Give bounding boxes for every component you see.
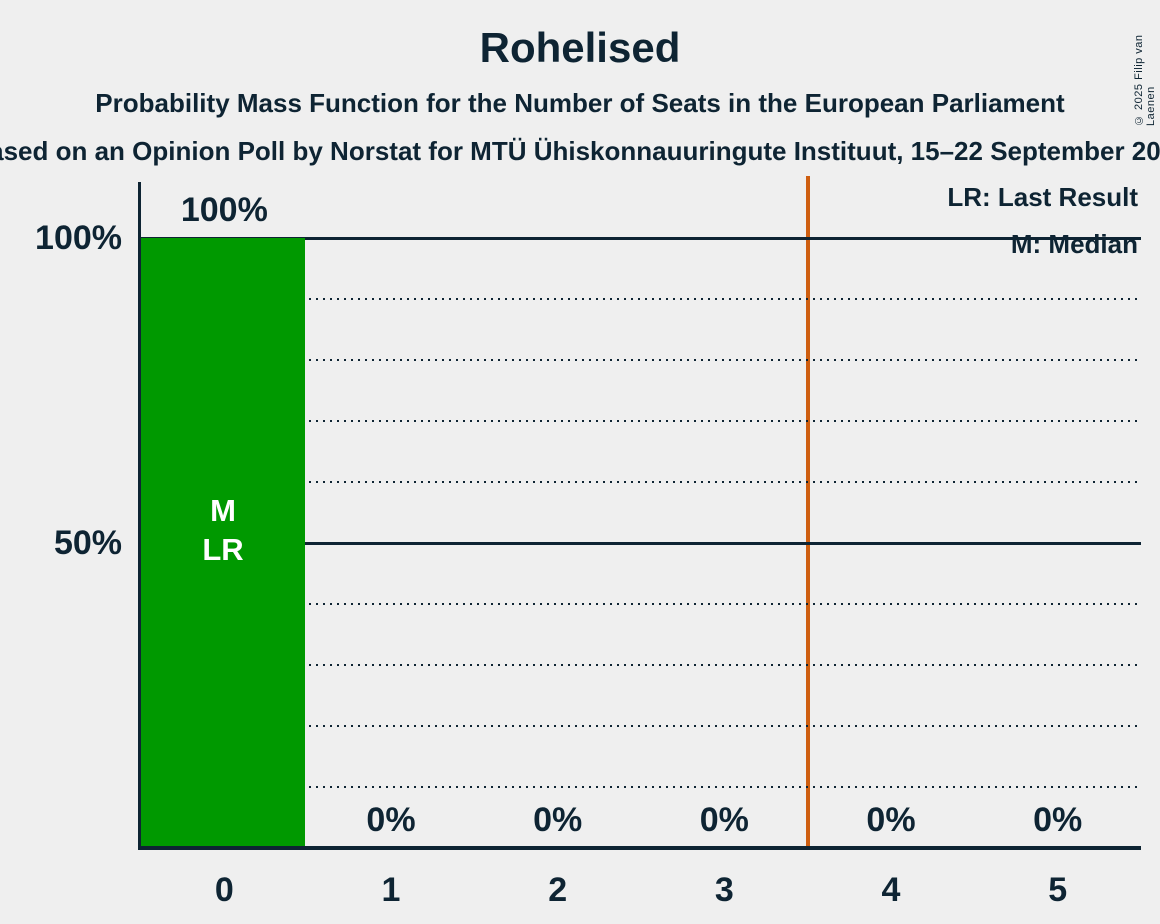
value-label-4: 0% [866, 801, 916, 839]
x-axis-label-0: 0 [214, 871, 234, 909]
gridline-dotted-70 [141, 420, 1138, 422]
gridline-dotted-10 [141, 786, 1138, 788]
x-axis-label-3: 3 [714, 871, 734, 909]
y-axis-line [138, 182, 141, 850]
gridline-dotted-60 [141, 481, 1138, 483]
gridline-dotted-30 [141, 664, 1138, 666]
value-label-1: 0% [366, 801, 416, 839]
chart-subtitle: Probability Mass Function for the Number… [95, 88, 1065, 118]
value-label-0: 100% [180, 191, 268, 229]
bar-annotation: M LR [202, 493, 244, 567]
x-axis-label-1: 1 [381, 871, 401, 909]
y-axis-label-50: 50% [53, 524, 122, 562]
gridline-dotted-40 [141, 603, 1138, 605]
legend-median: M: Median [1010, 229, 1138, 259]
gridline-solid-50 [141, 542, 1141, 545]
gridline-dotted-20 [141, 725, 1138, 727]
chart-source-line: Based on an Opinion Poll by Norstat for … [0, 136, 1160, 166]
value-label-3: 0% [699, 801, 749, 839]
gridline-dotted-80 [141, 359, 1138, 361]
x-axis-label-5: 5 [1048, 871, 1068, 909]
chart-title: Rohelised [479, 24, 681, 71]
copyright-notice: © 2025 Filip van Laenen [1133, 34, 1157, 126]
pmf-bar-0: M LR [141, 238, 305, 848]
legend-last-result: LR: Last Result [947, 182, 1138, 212]
x-axis-label-2: 2 [548, 871, 568, 909]
value-label-2: 0% [533, 801, 583, 839]
value-label-5: 0% [1033, 801, 1083, 839]
gridline-dotted-90 [141, 298, 1138, 300]
gridline-solid-100 [141, 237, 1141, 240]
x-axis-line [138, 846, 1141, 850]
threshold-line [805, 176, 810, 846]
y-axis-label-100: 100% [35, 219, 122, 257]
x-axis-label-4: 4 [881, 871, 901, 909]
